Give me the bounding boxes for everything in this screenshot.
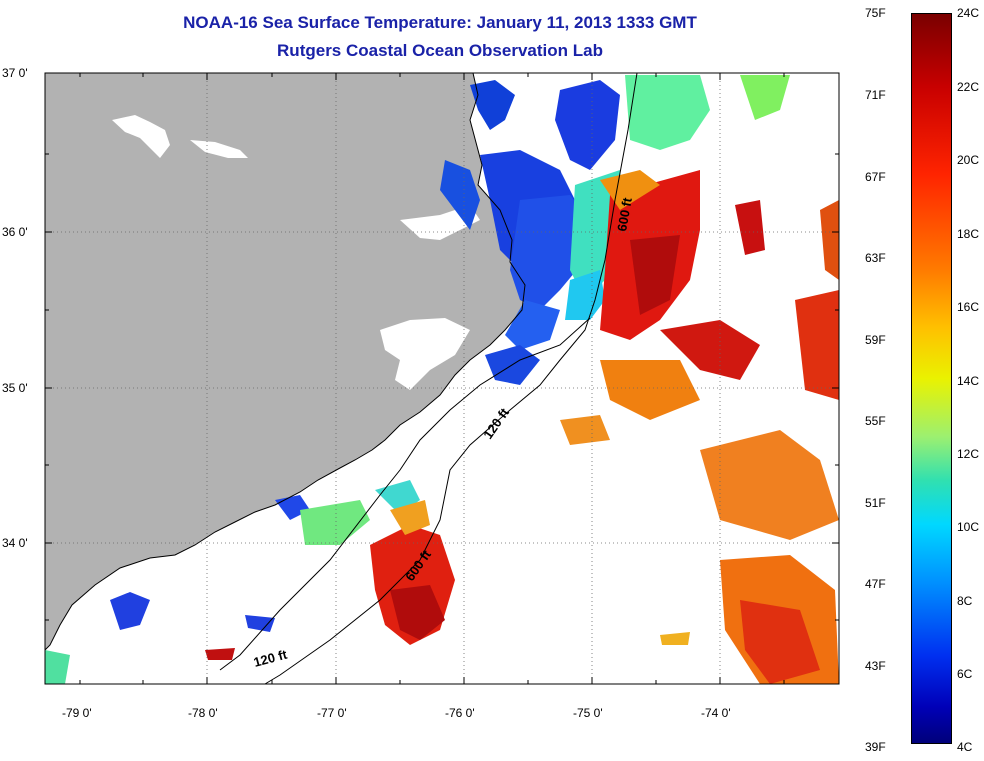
colorbar-c-label: 16C [957,300,980,314]
lon-label-79: -79 0' [62,706,92,720]
colorbar-f-label: 59F [865,333,886,347]
colorbar-c-label: 12C [957,447,980,461]
chart-subtitle: Rutgers Coastal Ocean Observation Lab [277,41,603,60]
inland-lake-1 [112,115,170,158]
lon-label-76: -76 0' [445,706,475,720]
colorbar-c-label: 22C [957,80,980,94]
lon-label-75: -75 0' [573,706,603,720]
colorbar-f-label: 67F [865,170,886,184]
colorbar-f-label: 43F [865,659,886,673]
isobath-label-600-north: 600 ft [614,196,635,233]
pamlico-sound [380,318,470,390]
lat-label-37: 37 0' [2,66,28,80]
axis-ticks [45,73,839,684]
isobath-lines [219,72,638,685]
colorbar-c-label: 24C [957,6,980,20]
lat-label-36: 36 0' [2,225,28,239]
colorbar-f-label: 75F [865,6,886,20]
colorbar-c-label: 10C [957,520,980,534]
colorbar-f-label: 51F [865,496,886,510]
chart-title: NOAA-16 Sea Surface Temperature: January… [183,13,697,32]
temperature-colorbar [911,13,952,744]
map-frame [44,72,840,685]
colorbar-f-label: 71F [865,88,886,102]
grid-lines [45,73,839,684]
lon-label-74: -74 0' [701,706,731,720]
lat-label-34: 34 0' [2,536,28,550]
colorbar-c-label: 14C [957,374,980,388]
land-mass [45,73,525,650]
colorbar-c-label: 18C [957,227,980,241]
lat-label-35: 35 0' [2,381,28,395]
inland-lake-2 [190,140,248,158]
colorbar-c-label: 20C [957,153,980,167]
colorbar-f-label: 55F [865,414,886,428]
colorbar-c-label: 4C [957,740,973,754]
lon-label-78: -78 0' [188,706,218,720]
colorbar-f-label: 39F [865,740,886,754]
lon-label-77: -77 0' [317,706,347,720]
coastline [44,72,526,651]
colorbar-c-label: 8C [957,594,973,608]
warm-water-patches [205,170,839,684]
colorbar-c-label: 6C [957,667,973,681]
colorbar-f-label: 47F [865,577,886,591]
cold-water-patches [110,80,620,632]
colorbar-f-label: 63F [865,251,886,265]
